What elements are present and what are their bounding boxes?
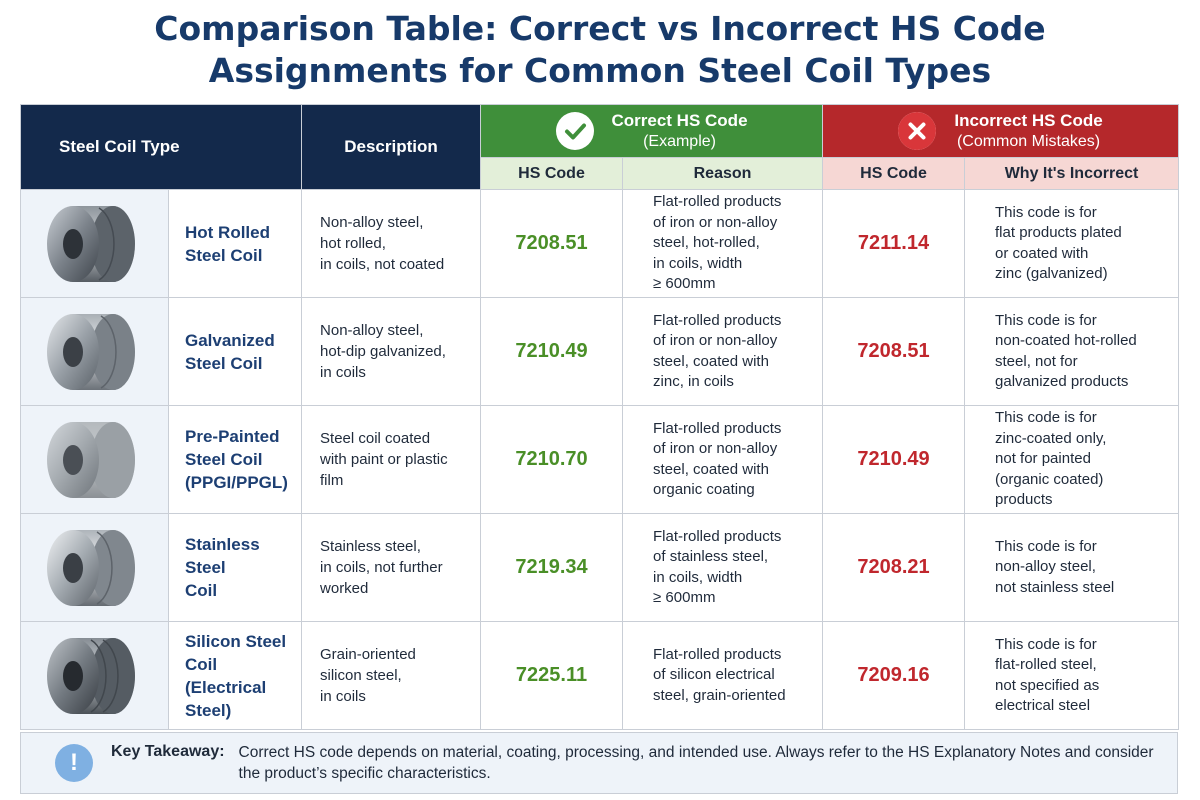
correct-hs-code: 7219.34 <box>480 513 624 622</box>
why-incorrect: This code is for non-coated hot-rolled s… <box>964 297 1180 406</box>
table-row: Stainless Steel Coil Stainless steel, in… <box>20 513 1180 622</box>
header-correct-subtitle: (Example) <box>643 133 716 150</box>
coil-description: Grain-oriented silicon steel, in coils <box>301 621 482 730</box>
subheader-why-incorrect: Why It's Incorrect <box>964 157 1180 190</box>
coil-image-galvanized <box>20 297 169 406</box>
steel-coil-icon <box>46 313 135 390</box>
table-row: Galvanized Steel Coil Non-alloy steel, h… <box>20 297 1180 406</box>
correct-hs-code: 7210.70 <box>480 405 624 514</box>
correct-reason: Flat-rolled products of iron or non-allo… <box>622 297 824 406</box>
coil-image-pre-painted <box>20 405 169 514</box>
header-correct-group: Correct HS Code (Example) <box>480 104 824 158</box>
key-takeaway-label: Key Takeaway: <box>111 743 225 760</box>
header-steel-coil-type: Steel Coil Type <box>19 104 303 190</box>
incorrect-hs-code: 7208.21 <box>822 513 966 622</box>
header-row-main: Steel Coil Type Description Correct HS C… <box>19 104 1180 190</box>
comparison-table: Steel Coil Type Description Correct HS C… <box>19 104 1180 730</box>
coil-description: Steel coil coated with paint or plastic … <box>301 405 482 514</box>
exclamation-icon: ! <box>55 744 93 782</box>
coil-image-stainless <box>20 513 169 622</box>
correct-reason: Flat-rolled products of iron or non-allo… <box>622 189 824 298</box>
x-icon <box>898 112 937 150</box>
coil-image-hot-rolled <box>20 189 169 298</box>
why-incorrect: This code is for zinc-coated only, not f… <box>964 405 1180 514</box>
subheader-hs-code-incorrect: HS Code <box>822 157 966 190</box>
table-row: Pre-Painted Steel Coil (PPGI/PPGL) Steel… <box>20 405 1180 514</box>
key-takeaway-text: Correct HS code depends on material, coa… <box>238 744 1154 782</box>
why-incorrect: This code is for non-alloy steel, not st… <box>964 513 1180 622</box>
title-line-1: Comparison Table: Correct vs Incorrect H… <box>154 9 1046 48</box>
title-line-2: Assignments for Common Steel Coil Types <box>208 51 992 90</box>
table-row: Silicon Steel Coil (Electrical Steel) Gr… <box>20 621 1180 730</box>
header-incorrect-subtitle: (Common Mistakes) <box>956 133 1101 150</box>
why-incorrect: This code is for flat products plated or… <box>964 189 1180 298</box>
correct-reason: Flat-rolled products of iron or non-allo… <box>622 405 824 514</box>
correct-hs-code: 7208.51 <box>480 189 624 298</box>
incorrect-hs-code: 7209.16 <box>822 621 966 730</box>
why-incorrect: This code is for flat-rolled steel, not … <box>964 621 1180 730</box>
coil-name: Galvanized Steel Coil <box>167 297 303 406</box>
incorrect-hs-code: 7211.14 <box>822 189 966 298</box>
steel-coil-icon <box>46 529 135 606</box>
coil-name: Pre-Painted Steel Coil (PPGI/PPGL) <box>167 405 303 514</box>
header-incorrect-title: Incorrect HS Code <box>954 111 1103 130</box>
page-title: Comparison Table: Correct vs Incorrect H… <box>0 8 1200 92</box>
coil-image-silicon <box>20 621 169 730</box>
correct-hs-code: 7225.11 <box>480 621 624 730</box>
header-incorrect-group: Incorrect HS Code (Common Mistakes) <box>822 104 1180 158</box>
incorrect-hs-code: 7210.49 <box>822 405 966 514</box>
steel-coil-icon <box>46 205 135 282</box>
subheader-hs-code-correct: HS Code <box>480 157 624 190</box>
steel-coil-icon <box>46 637 135 714</box>
steel-coil-icon <box>46 421 135 498</box>
coil-name: Hot Rolled Steel Coil <box>167 189 303 298</box>
coil-description: Stainless steel, in coils, not further w… <box>301 513 482 622</box>
header-row-sub: HS Code Reason HS Code Why It's Incorrec… <box>21 157 1180 190</box>
correct-reason: Flat-rolled products of silicon electric… <box>622 621 824 730</box>
coil-description: Non-alloy steel, hot-dip galvanized, in … <box>301 297 482 406</box>
correct-hs-code: 7210.49 <box>480 297 624 406</box>
subheader-reason: Reason <box>622 157 824 190</box>
coil-description: Non-alloy steel, hot rolled, in coils, n… <box>301 189 482 298</box>
incorrect-hs-code: 7208.51 <box>822 297 966 406</box>
check-icon <box>555 112 594 150</box>
header-correct-title: Correct HS Code <box>611 111 748 130</box>
coil-name: Silicon Steel Coil (Electrical Steel) <box>167 621 303 730</box>
correct-reason: Flat-rolled products of stainless steel,… <box>622 513 824 622</box>
key-takeaway-box: ! Key Takeaway: Correct HS code depends … <box>20 732 1178 794</box>
table-row: Hot Rolled Steel Coil Non-alloy steel, h… <box>20 189 1180 298</box>
header-description: Description <box>301 104 482 190</box>
coil-name: Stainless Steel Coil <box>167 513 303 622</box>
